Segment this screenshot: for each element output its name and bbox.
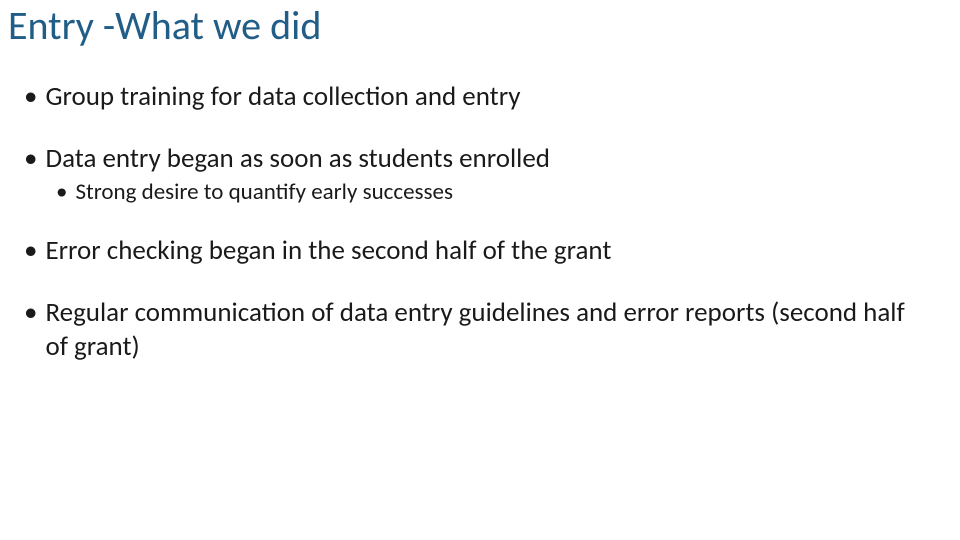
bullet-level1: • Group training for data collection and… xyxy=(24,80,920,114)
bullet-text: Regular communication of data entry guid… xyxy=(45,296,920,364)
bullet-dot-icon: • xyxy=(56,178,67,207)
bullet-level1: • Data entry began as soon as students e… xyxy=(24,142,920,176)
bullet-level2: • Strong desire to quantify early succes… xyxy=(56,178,920,207)
bullet-text: Group training for data collection and e… xyxy=(45,80,920,114)
bullet-level1: • Error checking began in the second hal… xyxy=(24,234,920,268)
slide-body: • Group training for data collection and… xyxy=(24,80,920,392)
bullet-text: Data entry began as soon as students enr… xyxy=(45,142,920,176)
slide-title: Entry -What we did xyxy=(8,4,321,48)
bullet-dot-icon: • xyxy=(24,142,37,176)
bullet-dot-icon: • xyxy=(24,80,37,114)
bullet-text: Error checking began in the second half … xyxy=(45,234,920,268)
bullet-dot-icon: • xyxy=(24,296,37,330)
bullet-dot-icon: • xyxy=(24,234,37,268)
bullet-level1: • Regular communication of data entry gu… xyxy=(24,296,920,364)
bullet-text: Strong desire to quantify early successe… xyxy=(75,178,920,207)
slide: Entry -What we did • Group training for … xyxy=(0,0,960,540)
